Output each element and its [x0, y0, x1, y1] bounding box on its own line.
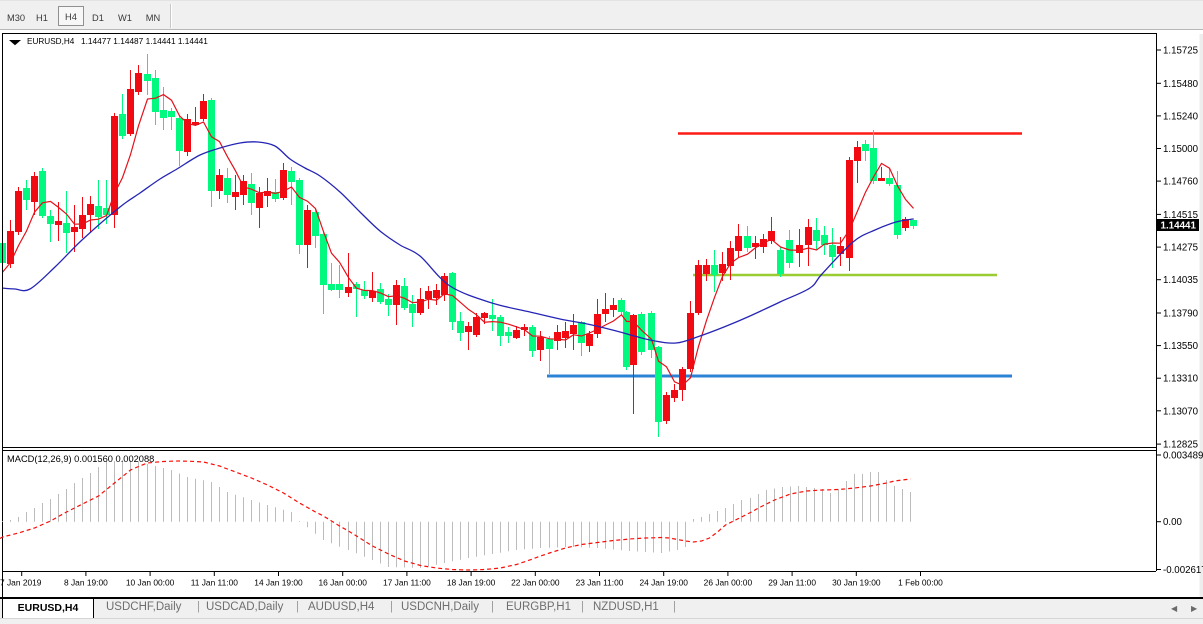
svg-text:26 Jan 00:00: 26 Jan 00:00 — [704, 578, 753, 588]
svg-text:1.14441: 1.14441 — [1161, 221, 1197, 232]
svg-text:22 Jan 00:00: 22 Jan 00:00 — [511, 578, 560, 588]
svg-text:23 Jan 11:00: 23 Jan 11:00 — [576, 578, 624, 588]
svg-text:29 Jan 11:00: 29 Jan 11:00 — [768, 578, 816, 588]
svg-text:1.13070: 1.13070 — [1163, 406, 1199, 417]
svg-text:10 Jan 00:00: 10 Jan 00:00 — [126, 578, 175, 588]
svg-text:1.15240: 1.15240 — [1163, 111, 1199, 122]
svg-text:1 Feb 00:00: 1 Feb 00:00 — [898, 578, 943, 588]
svg-text:0.003489: 0.003489 — [1163, 451, 1203, 462]
svg-text:1.15000: 1.15000 — [1163, 144, 1199, 155]
svg-text:1.14275: 1.14275 — [1163, 243, 1198, 254]
svg-text:0.00: 0.00 — [1163, 517, 1182, 528]
svg-text:18 Jan 19:00: 18 Jan 19:00 — [447, 578, 496, 588]
svg-text:1.14760: 1.14760 — [1163, 177, 1199, 188]
svg-text:1.15480: 1.15480 — [1163, 79, 1199, 90]
svg-text:-0.002617: -0.002617 — [1163, 565, 1203, 576]
svg-text:14 Jan 19:00: 14 Jan 19:00 — [254, 578, 303, 588]
svg-text:1.15725: 1.15725 — [1163, 46, 1198, 57]
svg-text:1.12825: 1.12825 — [1163, 440, 1198, 451]
svg-text:8 Jan 19:00: 8 Jan 19:00 — [64, 578, 108, 588]
svg-text:1.14035: 1.14035 — [1163, 275, 1198, 286]
svg-text:30 Jan 19:00: 30 Jan 19:00 — [832, 578, 881, 588]
svg-text:1.13310: 1.13310 — [1163, 374, 1199, 385]
svg-text:11 Jan 11:00: 11 Jan 11:00 — [191, 578, 239, 588]
svg-text:1.14477 1.14487 1.14441 1.1444: 1.14477 1.14487 1.14441 1.14441 — [81, 36, 208, 46]
svg-text:1.14515: 1.14515 — [1163, 210, 1198, 221]
svg-text:MACD(12,26,9) 0.001560 0.00208: MACD(12,26,9) 0.001560 0.002088 — [7, 454, 154, 464]
svg-text:16 Jan 00:00: 16 Jan 00:00 — [318, 578, 367, 588]
svg-text:1.13550: 1.13550 — [1163, 341, 1199, 352]
svg-text:7 Jan 2019: 7 Jan 2019 — [0, 578, 42, 588]
svg-text:24 Jan 19:00: 24 Jan 19:00 — [639, 578, 688, 588]
svg-text:EURUSD,H4: EURUSD,H4 — [27, 37, 75, 46]
svg-text:17 Jan 11:00: 17 Jan 11:00 — [383, 578, 431, 588]
svg-text:1.13790: 1.13790 — [1163, 309, 1199, 320]
